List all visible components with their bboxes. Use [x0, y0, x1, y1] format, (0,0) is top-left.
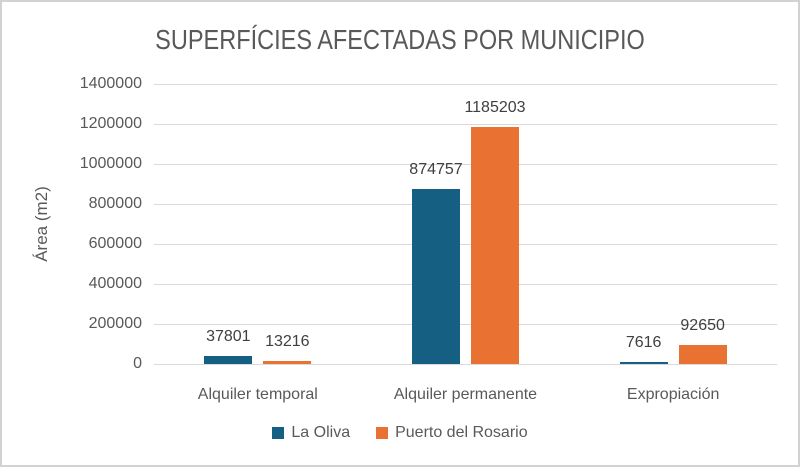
bar-puerto-del-rosario	[263, 361, 312, 364]
gridline	[154, 164, 777, 165]
legend-item-puerto-del-rosario: Puerto del Rosario	[376, 424, 528, 442]
y-tick-label: 1200000	[79, 115, 142, 132]
bar-value-label: 92650	[680, 317, 725, 335]
category-label: Alquiler temporal	[197, 386, 318, 403]
bar-la-oliva	[204, 356, 253, 364]
y-tick-label: 0	[133, 355, 142, 372]
category-label: Expropiación	[626, 386, 720, 403]
bar-value-label: 13216	[265, 333, 310, 351]
gridline	[154, 244, 777, 245]
gridline	[154, 364, 777, 365]
gridline	[154, 204, 777, 205]
y-tick-label: 1400000	[79, 75, 142, 92]
gridline	[154, 84, 777, 85]
bar-la-oliva	[412, 189, 460, 364]
legend: La Oliva Puerto del Rosario	[2, 424, 798, 442]
bar-puerto-del-rosario	[471, 126, 519, 364]
bar-value-label: 1185203	[464, 98, 526, 116]
gridline	[154, 284, 777, 285]
y-tick-label: 800000	[88, 195, 142, 212]
gridline	[154, 324, 777, 325]
legend-swatch-icon	[272, 427, 285, 439]
y-tick-label: 400000	[88, 275, 142, 292]
legend-item-la-oliva: La Oliva	[272, 424, 350, 442]
bar-la-oliva	[619, 362, 668, 364]
legend-label: La Oliva	[291, 424, 351, 441]
chart-title: SUPERFÍCIES AFECTADAS POR MUNICIPIO	[155, 24, 645, 55]
category-label: Alquiler permanente	[393, 386, 538, 403]
bar-value-label: 7616	[625, 334, 662, 352]
gridline	[154, 124, 777, 125]
bar-value-label: 37801	[206, 328, 251, 346]
legend-swatch-icon	[376, 427, 389, 439]
bar-value-label: 874757	[409, 161, 463, 179]
bar-puerto-del-rosario	[678, 345, 727, 364]
y-tick-label: 1000000	[79, 155, 142, 172]
y-tick-label: 200000	[88, 315, 142, 332]
y-tick-label: 600000	[88, 235, 142, 252]
legend-label: Puerto del Rosario	[395, 424, 528, 441]
